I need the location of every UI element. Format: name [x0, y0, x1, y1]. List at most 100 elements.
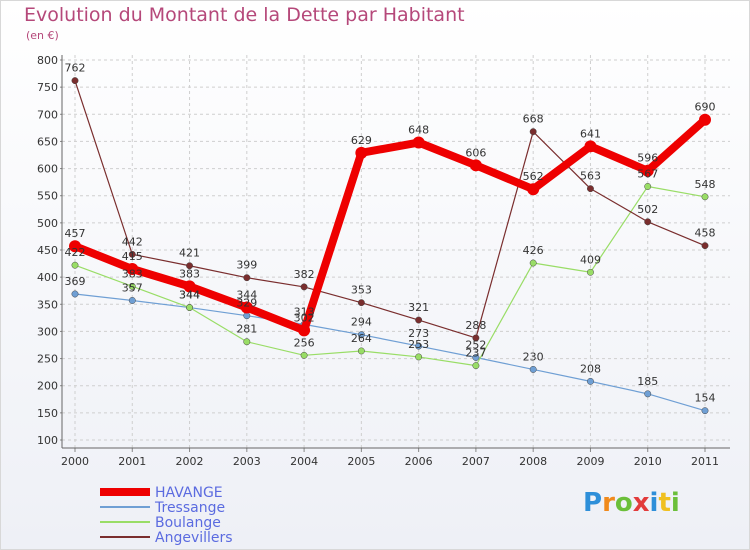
y-tick-label: 450 [37, 244, 58, 257]
y-tick-label: 150 [37, 407, 58, 420]
x-tick-label: 2003 [233, 455, 261, 468]
data-label: 409 [580, 253, 601, 266]
legend-label: Angevillers [155, 530, 233, 546]
data-point [300, 351, 308, 359]
x-tick-label: 2009 [576, 455, 604, 468]
data-label: 399 [236, 259, 257, 272]
data-point [472, 334, 480, 342]
x-tick-label: 2004 [290, 455, 318, 468]
data-label: 357 [122, 281, 143, 294]
data-point [186, 262, 193, 270]
data-label: 458 [695, 227, 716, 240]
series-line-angevillers [74, 80, 706, 339]
data-label: 344 [236, 289, 257, 302]
y-tick-label: 700 [37, 108, 58, 121]
data-label: 294 [351, 316, 372, 329]
x-tick-label: 2005 [347, 455, 375, 468]
data-point [186, 304, 193, 311]
data-point [357, 347, 365, 355]
data-label: 253 [408, 338, 429, 351]
series-layer [69, 77, 711, 415]
data-label: 288 [465, 319, 486, 332]
chart-title: Evolution du Montant de la Dette par Hab… [24, 4, 465, 26]
x-tick-label: 2000 [61, 455, 89, 468]
y-tick-label: 800 [37, 54, 58, 67]
y-tick-label: 250 [37, 353, 58, 366]
data-label: 426 [523, 244, 544, 257]
data-point [415, 316, 423, 324]
data-point [701, 242, 709, 250]
data-point [355, 146, 368, 159]
x-tick-label: 2008 [519, 455, 547, 468]
data-label: 329 [236, 297, 257, 310]
data-label: 606 [465, 146, 486, 159]
axes: 100 150 200 250 300 350 400 450 500 550 600 650 700 7… [37, 54, 730, 468]
data-point [641, 164, 654, 177]
series-line-tressange [74, 293, 706, 412]
data-labels: 457 415 383 344 302 629 648 606 562 641 596 690 369 3… [65, 62, 716, 405]
data-label: 502 [637, 203, 658, 216]
data-label: 369 [65, 275, 86, 288]
y-tick-label: 600 [37, 163, 58, 176]
y-tick-label: 100 [37, 434, 58, 447]
data-label: 422 [65, 246, 86, 259]
data-label: 230 [523, 350, 544, 363]
data-point [699, 113, 711, 126]
data-point [126, 263, 139, 275]
data-point [69, 240, 81, 253]
data-point [472, 354, 480, 361]
data-label: 264 [351, 332, 372, 345]
data-label: 421 [179, 247, 200, 260]
y-tick-label: 350 [37, 298, 58, 311]
data-point [412, 136, 425, 149]
data-point [587, 377, 594, 385]
data-label: 185 [637, 375, 658, 388]
y-tick-label: 400 [37, 271, 58, 284]
data-label: 442 [122, 235, 143, 248]
data-label: 237 [465, 347, 486, 360]
grid [62, 55, 730, 448]
data-point [644, 218, 652, 226]
data-point [71, 290, 79, 298]
x-tick-label: 2011 [691, 455, 719, 468]
data-point [527, 183, 540, 196]
data-point [240, 301, 253, 314]
y-tick-label: 750 [37, 81, 58, 94]
data-label: 596 [637, 152, 658, 165]
data-label: 273 [408, 327, 429, 340]
data-point [644, 183, 652, 190]
data-label: 382 [294, 268, 315, 281]
x-tick-label: 2002 [176, 455, 204, 468]
data-point [587, 185, 594, 193]
data-label: 344 [179, 289, 200, 302]
series-line-havange [73, 116, 708, 335]
y-tick-label: 200 [37, 380, 58, 393]
data-point [243, 274, 251, 282]
data-label: 313 [294, 305, 315, 318]
data-label: 256 [294, 336, 315, 349]
data-point [128, 282, 136, 290]
data-label: 563 [580, 170, 601, 183]
legend-label: HAVANGE [155, 485, 223, 501]
data-point [357, 299, 365, 307]
data-label: 208 [580, 362, 601, 375]
data-label: 252 [465, 338, 486, 351]
data-label: 353 [351, 284, 372, 297]
y-axis-unit: (en €) [26, 29, 59, 42]
data-point [529, 128, 537, 136]
data-label: 567 [637, 167, 658, 180]
legend-label: Tressange [154, 500, 225, 516]
data-label: 302 [294, 311, 315, 324]
data-point [71, 261, 79, 269]
data-point [644, 390, 652, 398]
data-label: 154 [695, 392, 716, 405]
data-label: 548 [695, 178, 716, 191]
data-point [701, 407, 709, 415]
data-point [357, 331, 365, 339]
data-point [128, 250, 136, 258]
data-label: 281 [236, 323, 257, 336]
data-label: 629 [351, 134, 372, 147]
